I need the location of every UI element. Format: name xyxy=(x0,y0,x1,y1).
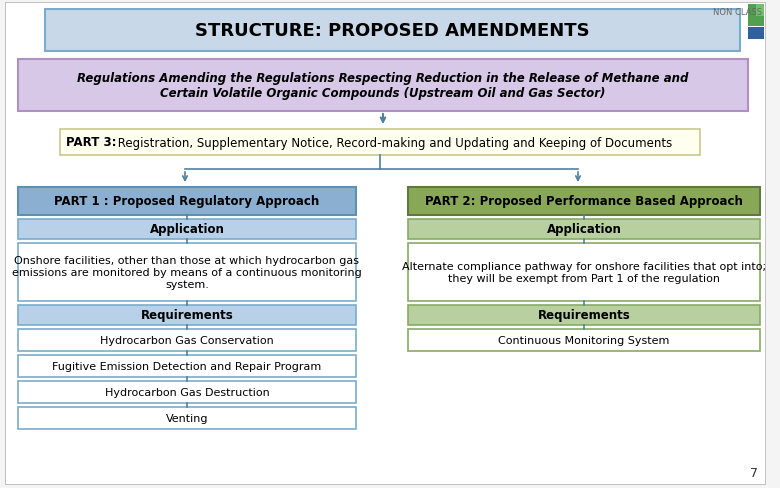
Text: Application: Application xyxy=(150,223,225,236)
Text: Registration, Supplementary Notice, Record-making and Updating and Keeping of Do: Registration, Supplementary Notice, Reco… xyxy=(114,136,672,149)
Bar xyxy=(408,187,760,216)
Text: Requirements: Requirements xyxy=(537,309,630,322)
Text: Onshore facilities, other than those at which hydrocarbon gas
emissions are moni: Onshore facilities, other than those at … xyxy=(12,256,362,289)
Text: PART 3:: PART 3: xyxy=(66,136,116,149)
Bar xyxy=(18,407,356,429)
Text: Hydrocarbon Gas Destruction: Hydrocarbon Gas Destruction xyxy=(105,387,269,397)
Text: NON CLASS: NON CLASS xyxy=(713,8,762,17)
Bar xyxy=(18,381,356,403)
Text: Alternate compliance pathway for onshore facilities that opt into;
they will be : Alternate compliance pathway for onshore… xyxy=(402,262,766,283)
Bar xyxy=(18,60,748,112)
Bar xyxy=(408,244,760,302)
Text: Application: Application xyxy=(547,223,622,236)
Text: Continuous Monitoring System: Continuous Monitoring System xyxy=(498,335,670,346)
Bar xyxy=(60,130,700,156)
Bar xyxy=(18,220,356,240)
Bar xyxy=(18,355,356,377)
Text: PART 1 : Proposed Regulatory Approach: PART 1 : Proposed Regulatory Approach xyxy=(55,195,320,208)
Text: STRUCTURE: PROPOSED AMENDMENTS: STRUCTURE: PROPOSED AMENDMENTS xyxy=(195,22,590,40)
Bar xyxy=(18,187,356,216)
Text: Hydrocarbon Gas Conservation: Hydrocarbon Gas Conservation xyxy=(100,335,274,346)
Bar xyxy=(408,329,760,351)
Bar xyxy=(748,5,764,27)
Bar xyxy=(756,5,764,17)
Bar xyxy=(748,28,764,40)
Bar xyxy=(18,305,356,325)
Text: Regulations Amending the Regulations Respecting Reduction in the Release of Meth: Regulations Amending the Regulations Res… xyxy=(77,72,689,100)
Text: Venting: Venting xyxy=(165,413,208,423)
Bar xyxy=(408,305,760,325)
Bar xyxy=(18,329,356,351)
Text: PART 2: Proposed Performance Based Approach: PART 2: Proposed Performance Based Appro… xyxy=(425,195,743,208)
Bar xyxy=(45,10,740,52)
Text: Fugitive Emission Detection and Repair Program: Fugitive Emission Detection and Repair P… xyxy=(52,361,321,371)
Bar xyxy=(408,220,760,240)
Text: Requirements: Requirements xyxy=(140,309,233,322)
Text: 7: 7 xyxy=(750,466,758,479)
Bar xyxy=(18,244,356,302)
